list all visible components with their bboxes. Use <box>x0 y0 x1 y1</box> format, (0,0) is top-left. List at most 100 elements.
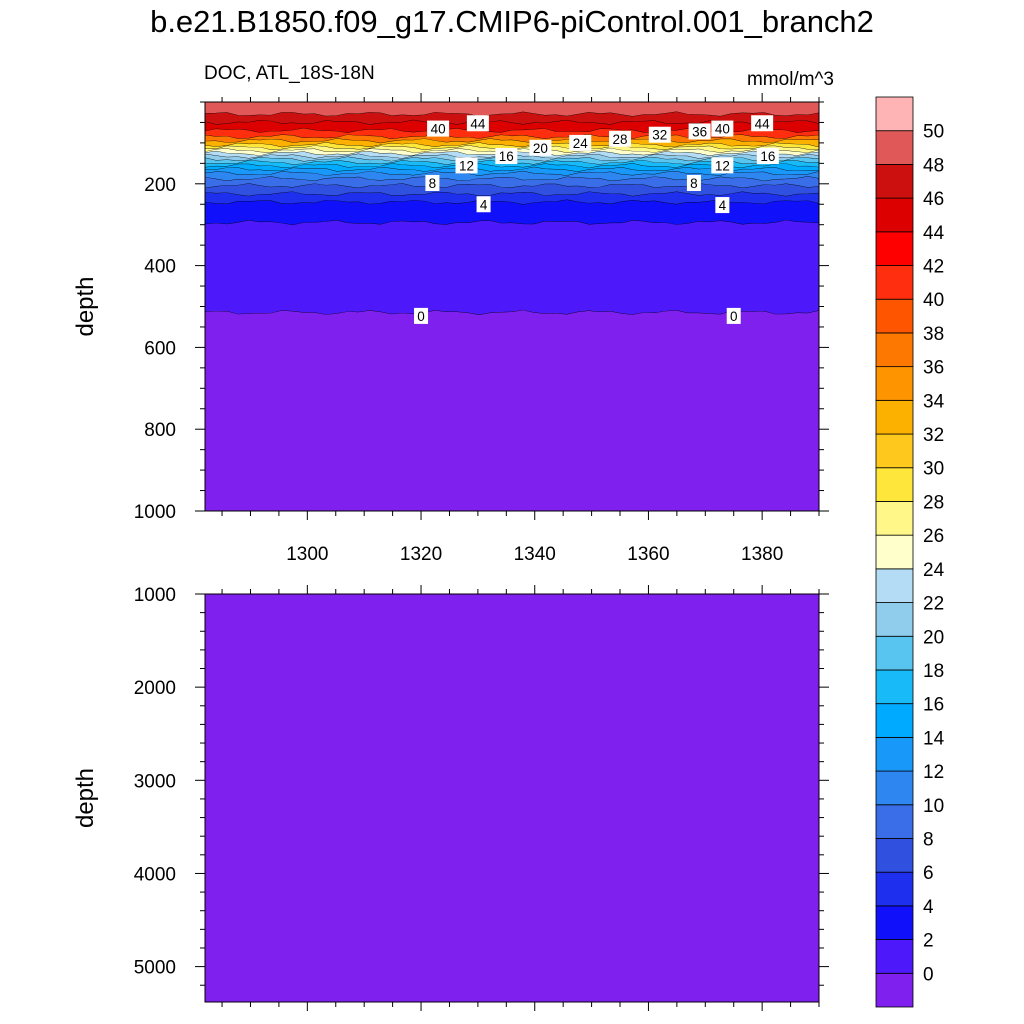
colorbar-swatch <box>875 534 914 570</box>
x-tick-label: 1320 <box>400 544 442 565</box>
contour-label-text: 28 <box>613 132 628 147</box>
contour-label: 40 <box>711 120 734 137</box>
contour-label-text: 16 <box>499 149 514 164</box>
colorbar-swatch <box>875 669 914 705</box>
colorbar-label: 48 <box>923 155 944 176</box>
colorbar-swatch <box>875 871 914 907</box>
colorbar-label: 32 <box>923 425 944 446</box>
colorbar-swatch <box>875 332 914 368</box>
colorbar-label: 10 <box>923 796 944 817</box>
colorbar-label: 8 <box>923 829 934 850</box>
colorbar-swatch <box>875 96 914 132</box>
contour-label-box <box>529 139 552 156</box>
contour-label: 16 <box>756 147 779 164</box>
contour-label: 4 <box>715 197 730 214</box>
contour-label: 28 <box>609 130 632 147</box>
colorbar-swatch <box>875 164 914 199</box>
contour-label-box <box>756 147 779 164</box>
contour-label-text: 8 <box>690 176 698 191</box>
y-tick-label: 1000 <box>134 585 176 606</box>
contour-label: 16 <box>495 147 518 164</box>
units-label: mmol/m^3 <box>746 69 834 90</box>
contour-label-text: 12 <box>459 158 474 173</box>
colorbar-swatch <box>875 905 914 940</box>
colorbar-swatch <box>875 501 914 536</box>
contour-label-box <box>414 307 429 324</box>
y-tick-label: 2000 <box>134 678 176 699</box>
contour-label-text: 0 <box>730 309 738 324</box>
contour-label: 20 <box>529 139 552 156</box>
chart-title: b.e21.B1850.f09_g17.CMIP6-piControl.001_… <box>150 4 874 39</box>
colorbar-swatch <box>875 838 914 873</box>
contour-label: 8 <box>686 174 701 191</box>
contour-label-box <box>427 120 450 137</box>
colorbar-label: 36 <box>923 358 944 379</box>
colorbar-label: 4 <box>923 897 934 918</box>
colorbar-swatch <box>875 972 914 1008</box>
plot-area <box>205 594 819 1002</box>
contour-label-box <box>751 115 774 132</box>
y-tick-label: 600 <box>144 338 176 359</box>
colorbar-label: 24 <box>923 560 945 581</box>
colorbar-label: 16 <box>923 695 944 716</box>
y-tick-label: 800 <box>144 420 176 441</box>
contour-label-text: 0 <box>417 309 425 324</box>
colorbar-label: 34 <box>923 391 945 412</box>
contour-band <box>205 191 819 205</box>
contour-label: 24 <box>569 134 592 151</box>
colorbar-swatch <box>875 568 914 603</box>
colorbar-swatch <box>875 804 914 839</box>
colorbar-swatch <box>875 467 914 502</box>
contour-band <box>205 167 819 176</box>
contour-label-box <box>648 126 671 143</box>
y-tick-label: 400 <box>144 257 176 278</box>
colorbar-swatch <box>875 939 914 974</box>
colorbar-label: 42 <box>923 257 944 278</box>
colorbar-label: 50 <box>923 122 944 143</box>
contour-label-box <box>726 307 741 324</box>
x-tick-label: 1340 <box>514 544 556 565</box>
colorbar-swatch <box>875 703 914 738</box>
plot-frame <box>204 593 820 1003</box>
contour-band <box>205 148 819 156</box>
y-tick-label: 200 <box>144 175 176 196</box>
colorbar-label: 0 <box>923 964 934 985</box>
colorbar-swatch <box>875 602 914 637</box>
contour-label: 44 <box>466 115 489 132</box>
colorbar-label: 18 <box>923 661 944 682</box>
contour-label: 8 <box>425 174 440 191</box>
colorbar-label: 44 <box>923 223 945 244</box>
contour-label-box <box>569 134 592 151</box>
y-axis-label: depth <box>72 768 99 828</box>
y-tick-label: 3000 <box>134 771 176 792</box>
y-tick-label: 5000 <box>134 958 176 979</box>
colorbar-swatch <box>875 265 914 300</box>
colorbar-swatch <box>875 736 914 772</box>
colorbar-label: 28 <box>923 492 944 513</box>
contour-label-text: 20 <box>533 141 548 156</box>
x-tick-label: 1360 <box>627 544 669 565</box>
colorbar-label: 20 <box>923 627 944 648</box>
contour-label: 40 <box>427 120 450 137</box>
contour-band <box>205 594 819 1002</box>
contour-band <box>205 160 819 169</box>
contour-label-text: 8 <box>429 176 437 191</box>
contour-band <box>205 142 819 151</box>
contour-label-text: 40 <box>431 122 446 137</box>
colorbar-label: 2 <box>923 931 934 952</box>
contour-label: 0 <box>414 307 429 324</box>
contour-label-text: 36 <box>692 124 707 139</box>
y-axis-label: depth <box>72 276 99 336</box>
contour-label-text: 44 <box>470 116 486 131</box>
contour-band <box>205 176 819 189</box>
contour-label-text: 44 <box>755 116 771 131</box>
contour-label-text: 16 <box>760 149 775 164</box>
contour-label-text: 24 <box>573 136 589 151</box>
contour-label-box <box>455 157 478 174</box>
colorbar-label: 38 <box>923 324 944 345</box>
contour-band <box>205 220 819 315</box>
contour-label: 0 <box>726 307 741 324</box>
contour-label-text: 12 <box>715 158 730 173</box>
contour-label: 44 <box>751 115 774 132</box>
y-tick-label: 1000 <box>134 502 176 523</box>
